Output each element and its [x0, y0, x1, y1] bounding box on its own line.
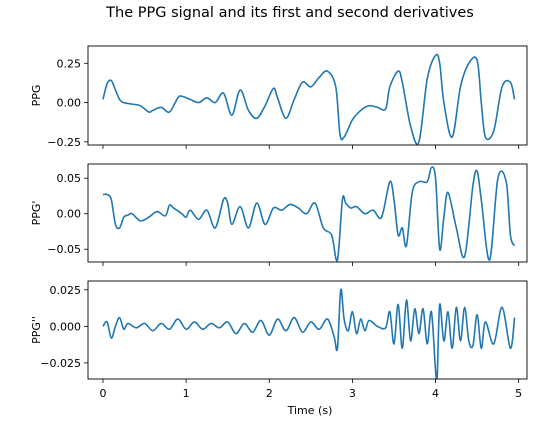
x-tick-label: 2	[266, 387, 273, 400]
y-tick-label: −0.025	[40, 357, 81, 370]
series-line-ppg	[102, 53, 516, 145]
y-axis-label-ppg-1st-derivative: PPG'	[30, 201, 43, 226]
series-line-ppg-2nd-derivative	[102, 288, 516, 379]
y-tick-label: 0.25	[57, 57, 82, 70]
x-tick-label: 3	[349, 387, 356, 400]
y-tick-label: 0.00	[57, 97, 82, 110]
x-tick-label: 5	[515, 387, 522, 400]
panel-ppg-2nd-derivative: −0.025 0.000 0.025 0 1 2 3 4 5 PPG''	[30, 280, 528, 400]
y-tick-label: −0.05	[47, 243, 81, 256]
x-tick-label: 0	[99, 387, 106, 400]
x-tick-label: 4	[432, 387, 439, 400]
plot-panels: −0.25 0.00 0.25 PPG −0.05 0.00 0.05 PPG' −0.025 0…	[30, 45, 528, 400]
y-tick-label: 0.00	[57, 208, 82, 221]
series-line-ppg-1st-derivative	[102, 166, 516, 262]
y-tick-label: 0.025	[50, 284, 82, 297]
y-tick-label: −0.25	[47, 136, 81, 149]
y-axis-label-ppg: PPG	[30, 85, 43, 107]
panel-ppg: −0.25 0.00 0.25 PPG	[30, 45, 528, 149]
y-tick-label: 0.05	[57, 172, 82, 185]
chart-title: The PPG signal and its first and second …	[105, 5, 474, 21]
panel-ppg-1st-derivative: −0.05 0.00 0.05 PPG'	[30, 163, 528, 266]
y-axis-label-ppg-2nd-derivative: PPG''	[30, 316, 43, 344]
x-tick-label: 1	[183, 387, 190, 400]
x-axis-label: Time (s)	[287, 404, 333, 417]
y-tick-label: 0.000	[50, 320, 82, 333]
panel-frame	[87, 163, 528, 263]
panel-frame	[87, 45, 528, 146]
panel-frame	[87, 280, 528, 380]
